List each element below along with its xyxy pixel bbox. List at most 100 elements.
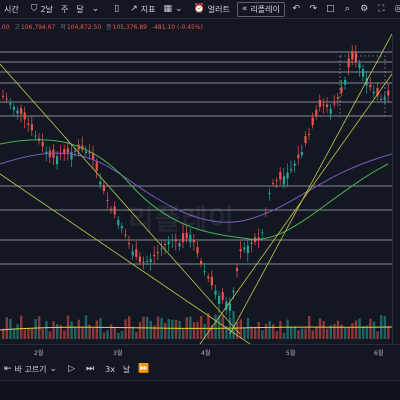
time-label-feb: 2월 — [34, 350, 44, 357]
volume-bar — [221, 315, 224, 339]
volume-bar — [149, 320, 152, 339]
candle-body — [110, 208, 113, 210]
time-label-mar: 3월 — [113, 350, 123, 357]
volume-bar — [282, 332, 286, 339]
candle-body — [351, 51, 354, 60]
candle-body — [27, 123, 30, 125]
volume-bar — [272, 324, 275, 339]
volume-bar — [304, 328, 307, 339]
candles-button[interactable]: ▯ — [110, 0, 126, 18]
gear-icon: ⚙ — [360, 4, 369, 14]
play-button[interactable]: ▷ — [64, 358, 82, 380]
candle-body — [218, 296, 221, 305]
candle-body — [56, 156, 59, 165]
price-scale[interactable] — [392, 34, 400, 344]
camera-button[interactable]: ◎ — [391, 2, 400, 17]
replay-icon: « — [241, 4, 248, 14]
volume-bar — [257, 321, 260, 339]
candle-body — [128, 243, 131, 245]
volume-bar — [347, 327, 350, 339]
volume-bar — [106, 330, 109, 339]
candle-body — [347, 58, 350, 68]
candle-body — [135, 249, 138, 257]
volume-bar — [59, 325, 62, 339]
step-forward-icon: ⏭ — [86, 364, 95, 374]
range-box — [339, 55, 386, 117]
candle-body — [228, 303, 231, 311]
undo-button[interactable]: ↶ — [289, 2, 304, 17]
candle-body — [117, 219, 120, 226]
volume-bar — [117, 332, 120, 339]
interval-button[interactable]: 시간 — [0, 0, 23, 18]
candle-body — [153, 255, 156, 257]
volume-bar — [102, 332, 106, 339]
volume-bar — [387, 325, 390, 339]
change-value: -481.10 (-0.45%) — [151, 24, 203, 31]
candle-body — [311, 117, 314, 125]
layout-button[interactable]: ▦ ⌄ — [159, 0, 189, 18]
candle-body — [268, 192, 271, 195]
volume-bar — [214, 314, 217, 339]
candle-body — [88, 152, 91, 154]
range-button[interactable]: ⛉ 2날 — [27, 0, 57, 18]
candle-body — [2, 95, 5, 97]
low-value: 104,872.50 — [66, 24, 102, 31]
candle-body — [12, 106, 15, 110]
candle-body — [362, 69, 365, 77]
volume-bar — [358, 318, 361, 339]
candle-body — [92, 153, 95, 160]
volume-bar — [297, 330, 300, 339]
select-bar-button[interactable]: ⇤ 바 고르기 ⌄ — [0, 358, 64, 380]
week-button[interactable]: 주 — [57, 0, 72, 18]
volume-bar — [77, 319, 80, 339]
price-chart[interactable]: 리플레이 — [0, 34, 392, 344]
volume-bar — [300, 328, 304, 339]
play-icon: ▷ — [68, 364, 75, 374]
volume-bar — [286, 319, 289, 339]
dropdown-button[interactable]: ⌄ — [88, 0, 107, 18]
candle-body — [34, 135, 37, 137]
candle-body — [290, 169, 293, 171]
candle-body — [182, 233, 185, 242]
jump-realtime-button[interactable]: ⏩ — [134, 358, 156, 380]
interval-day-button[interactable]: 날 — [119, 358, 134, 380]
volume-bar — [264, 323, 268, 339]
month-button[interactable]: 달 — [72, 0, 87, 18]
candle-body — [344, 80, 347, 85]
step-forward-button[interactable]: ⏭ — [82, 358, 101, 380]
search-button[interactable]: ⌕ — [340, 2, 355, 17]
chart-canvas[interactable] — [0, 34, 392, 344]
candle-body — [275, 180, 278, 182]
layout-grid-button[interactable]: □ — [323, 2, 338, 17]
time-label-may: 5월 — [286, 350, 296, 357]
speed-button[interactable]: 3x — [101, 358, 119, 380]
high-label: 고 — [14, 24, 20, 31]
fullscreen-button[interactable]: ⛶ — [374, 2, 389, 17]
candle-body — [77, 144, 80, 150]
time-axis[interactable]: 2월 3월 4월 5월 6월 — [0, 344, 400, 358]
candle-body — [293, 163, 296, 166]
candle-body — [99, 181, 102, 185]
chevron-down-icon: ⌄ — [175, 4, 183, 14]
volume-bar — [88, 324, 91, 339]
ma-mid-line — [0, 139, 389, 240]
volume-bar — [74, 326, 77, 339]
settings-button[interactable]: ⚙ — [357, 2, 372, 17]
candle-body — [239, 249, 242, 252]
alert-icon: ⏰ — [193, 4, 205, 14]
candle-body — [189, 234, 192, 243]
volume-bar — [56, 324, 59, 339]
candle-body — [383, 97, 386, 100]
volume-bar — [16, 324, 19, 339]
grid-icon: □ — [326, 4, 335, 14]
alert-button[interactable]: ⏰ 얼러트 — [190, 0, 234, 18]
candle-body — [192, 239, 195, 243]
volume-bar — [174, 319, 178, 339]
replay-button[interactable]: «리플레이 — [236, 1, 285, 17]
candle-body — [160, 248, 163, 250]
candle-body — [45, 151, 48, 154]
indicators-button[interactable]: ↗ 지표 — [126, 0, 159, 18]
candle-body — [261, 232, 264, 234]
volume-bar — [20, 315, 23, 339]
redo-button[interactable]: ↷ — [306, 2, 321, 17]
